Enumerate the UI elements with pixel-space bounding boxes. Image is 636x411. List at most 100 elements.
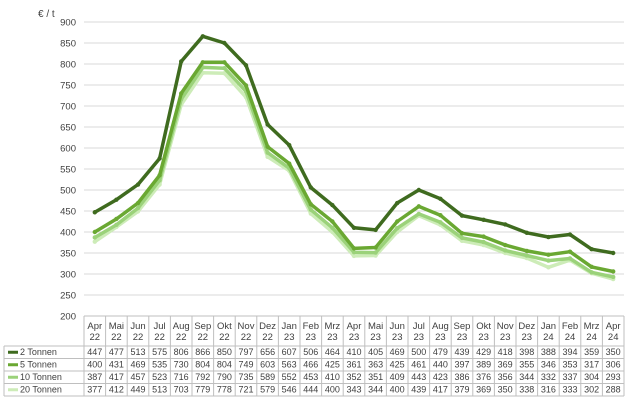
x-tick-month: Feb xyxy=(303,321,319,332)
data-point xyxy=(135,182,141,187)
legend-label: 2 Tonnen xyxy=(20,347,57,357)
x-tick-month: Sep xyxy=(454,321,471,332)
legend-key xyxy=(8,375,18,379)
table-cell: 479 xyxy=(433,347,448,357)
data-point xyxy=(330,225,335,230)
y-tick-label: 600 xyxy=(60,144,76,155)
table-cell: 418 xyxy=(498,347,513,357)
table-cell: 369 xyxy=(476,385,491,395)
table-cell: 351 xyxy=(368,372,383,382)
x-tick-year: 23 xyxy=(500,332,511,343)
data-point xyxy=(287,142,292,148)
data-point xyxy=(546,258,551,263)
legend-key xyxy=(8,350,18,354)
data-point xyxy=(92,210,98,215)
data-point xyxy=(265,122,270,127)
table-cell: 466 xyxy=(303,360,318,370)
table-cell: 730 xyxy=(174,360,189,370)
table-cell: 317 xyxy=(584,360,599,370)
data-point xyxy=(243,83,249,88)
table-cell: 589 xyxy=(260,372,275,382)
table-cell: 656 xyxy=(260,347,275,357)
table-cell: 721 xyxy=(238,385,253,395)
table-cell: 866 xyxy=(195,347,210,357)
x-tick-month: Nov xyxy=(497,321,514,332)
data-point xyxy=(200,60,205,65)
x-tick-year: 22 xyxy=(90,332,101,343)
y-tick-label: 300 xyxy=(60,270,76,281)
x-tick-year: 22 xyxy=(262,332,273,343)
data-point xyxy=(589,270,594,275)
table-cell: 344 xyxy=(519,372,534,382)
data-point xyxy=(135,205,141,211)
x-tick-year: 23 xyxy=(435,332,446,343)
x-tick-year: 23 xyxy=(370,332,381,343)
data-point xyxy=(395,219,400,224)
table-cell: 369 xyxy=(498,360,513,370)
x-tick-month: Mrz xyxy=(324,321,340,332)
table-cell: 388 xyxy=(541,347,556,357)
x-tick-year: 23 xyxy=(306,332,317,343)
table-cell: 500 xyxy=(411,347,426,357)
data-point xyxy=(503,248,508,253)
y-tick-label: 400 xyxy=(60,228,76,239)
data-table: 2 Tonnen 447 477 513 575 806 866 850 797 656 607 50… xyxy=(3,316,625,397)
x-tick-month: Mrz xyxy=(584,321,600,332)
table-cell: 850 xyxy=(217,347,232,357)
x-tick-month: Okt xyxy=(217,321,232,332)
y-tick-label: 850 xyxy=(60,39,76,50)
data-point xyxy=(481,217,486,223)
data-point xyxy=(438,220,443,225)
x-tick-month: Jan xyxy=(541,321,556,332)
data-point xyxy=(179,59,184,64)
table-cell: 552 xyxy=(282,372,297,382)
table-cell: 337 xyxy=(562,372,577,382)
x-tick-month: Apr xyxy=(606,321,621,332)
table-cell: 575 xyxy=(152,347,167,357)
x-tick-month: Jan xyxy=(282,321,297,332)
table-cell: 353 xyxy=(562,360,577,370)
table-cell: 716 xyxy=(174,372,189,382)
data-point xyxy=(503,222,508,227)
y-tick-label: 650 xyxy=(60,123,76,134)
data-point xyxy=(114,216,119,222)
data-point xyxy=(416,187,421,193)
data-point xyxy=(416,211,421,217)
x-tick-year: 23 xyxy=(478,332,489,343)
data-point xyxy=(416,204,421,209)
x-tick-year: 23 xyxy=(284,332,295,343)
table-cell: 356 xyxy=(498,372,513,382)
data-point xyxy=(243,63,249,68)
data-point xyxy=(395,226,400,231)
x-tick-month: Apr xyxy=(87,321,102,332)
table-cell: 431 xyxy=(109,360,124,370)
table-cell: 316 xyxy=(541,385,556,395)
y-tick-label: 800 xyxy=(60,60,76,71)
table-cell: 293 xyxy=(606,372,621,382)
data-point xyxy=(546,234,551,240)
table-cell: 398 xyxy=(519,347,534,357)
table-cell: 439 xyxy=(454,347,469,357)
table-cell: 379 xyxy=(454,385,469,395)
data-point xyxy=(265,154,270,160)
series-line xyxy=(93,34,614,255)
data-point xyxy=(438,196,443,202)
table-cell: 304 xyxy=(584,372,599,382)
x-tick-year: 22 xyxy=(241,332,252,343)
data-point xyxy=(222,40,227,46)
x-tick-month: Aug xyxy=(432,321,449,332)
x-tick-year: 22 xyxy=(111,332,122,343)
table-cell: 288 xyxy=(606,385,621,395)
table-cell: 439 xyxy=(411,385,426,395)
y-tick-label: 200 xyxy=(60,312,76,323)
table-cell: 412 xyxy=(109,385,124,395)
table-cell: 417 xyxy=(109,372,124,382)
x-tick-year: 22 xyxy=(176,332,187,343)
data-point xyxy=(287,161,292,166)
series-lines xyxy=(92,34,616,282)
data-point xyxy=(481,239,486,245)
table-cell: 350 xyxy=(606,347,621,357)
x-tick-year: 23 xyxy=(349,332,360,343)
x-tick-month: Mai xyxy=(109,321,124,332)
data-point xyxy=(265,150,270,155)
